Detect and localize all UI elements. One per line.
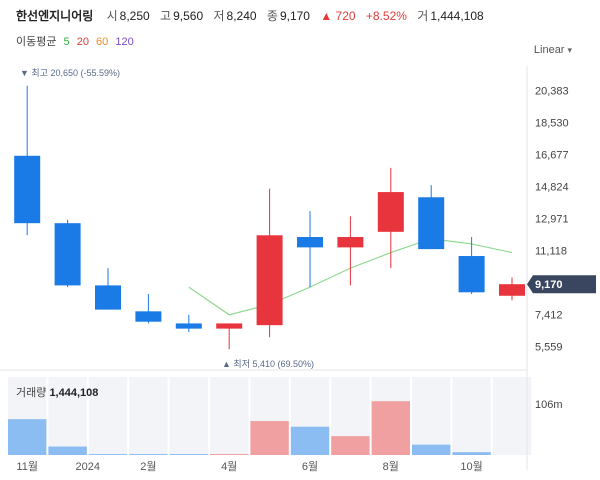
candle-body — [337, 237, 364, 248]
candle-body — [175, 323, 202, 329]
volume-slot-bg — [88, 377, 128, 455]
x-tick-label: 10월 — [460, 460, 482, 473]
x-tick-label: 4월 — [221, 460, 237, 473]
volume-label: 거 — [417, 9, 429, 23]
x-tick-label: 6월 — [302, 460, 318, 473]
high-value: 9,560 — [173, 9, 204, 23]
low-value: 8,240 — [226, 9, 257, 23]
volume-axis-label: 106m — [535, 399, 563, 411]
volume-bar — [371, 401, 410, 455]
volume-slot-bg — [210, 377, 249, 455]
y-tick-label: 16,677 — [535, 149, 569, 161]
candle-body — [297, 237, 323, 248]
candle — [418, 185, 445, 250]
volume-bar — [452, 452, 491, 455]
high-label: 고 — [160, 9, 172, 23]
candle — [256, 188, 283, 338]
y-tick-label: 20,383 — [535, 85, 569, 97]
y-tick-label: 14,824 — [535, 181, 569, 193]
candle — [337, 216, 364, 286]
y-tick-label: 12,971 — [535, 214, 569, 226]
candle-body — [499, 284, 525, 296]
volume-panel-value: 1,444,108 — [49, 387, 99, 399]
volume-slot-bg — [169, 377, 208, 455]
change-percent: +8.52% — [365, 9, 407, 23]
max-price-annotation: ▼ 최고 20,650 (-55.59%) — [20, 68, 120, 78]
candle — [14, 85, 41, 236]
x-tick-label: 8월 — [383, 460, 399, 473]
min-price-annotation: ▲ 최저 5,410 (69.50%) — [222, 359, 314, 369]
close-value: 9,170 — [279, 9, 310, 23]
candle-body — [14, 155, 41, 224]
volume-bar — [290, 426, 330, 455]
y-tick-label: 7,412 — [535, 310, 563, 322]
candle-body — [95, 285, 121, 310]
volume-bar — [250, 421, 289, 455]
close-label: 종 — [266, 9, 278, 23]
volume-panel-title: 거래량 1,444,108 — [16, 384, 98, 400]
volume-bar — [169, 454, 208, 455]
moving-average-legend[interactable]: 이동평균 5 20 60 120 — [16, 33, 138, 49]
candle — [458, 237, 485, 295]
candle-body — [54, 223, 81, 286]
x-tick-label: 2024 — [76, 461, 100, 473]
candle-body — [377, 192, 404, 232]
volume-bar — [88, 454, 128, 455]
volume-bar — [210, 454, 249, 455]
ma-period-5[interactable]: 5 — [63, 36, 70, 48]
y-tick-label: 5,559 — [535, 342, 563, 354]
x-tick-label: 2월 — [140, 460, 156, 473]
chart-header: 한선엔지니어링 시 8,250 고 9,560 저 8,240 종 9,170 ▲ 72… — [16, 7, 491, 24]
ma-period-20[interactable]: 20 — [76, 36, 89, 48]
change-value: ▲ 720 — [320, 9, 356, 23]
volume-slot-bg — [412, 377, 451, 455]
candle — [499, 277, 525, 301]
volume-slot-bg — [48, 377, 87, 455]
candle-body — [135, 311, 162, 322]
candle — [54, 219, 81, 288]
volume-bar — [8, 419, 47, 455]
y-tick-label: 18,530 — [535, 117, 569, 129]
ma-period-60[interactable]: 60 — [96, 36, 109, 48]
volume-slot-bg — [492, 377, 532, 455]
candle-body — [256, 235, 283, 326]
volume-slot-bg — [129, 377, 168, 455]
volume-bar — [129, 454, 168, 455]
volume-panel-label: 거래량 — [16, 387, 47, 399]
volume-slot-bg — [452, 377, 491, 455]
volume-value: 1,444,108 — [430, 9, 484, 23]
moving-average-label: 이동평균 — [16, 36, 57, 48]
candle — [216, 323, 243, 350]
stock-name: 한선엔지니어링 — [16, 9, 94, 23]
candle-body — [216, 323, 243, 329]
candle-body — [418, 197, 445, 250]
current-price-tag: 9,170 — [527, 275, 596, 294]
candle — [95, 268, 121, 310]
candle — [297, 211, 323, 288]
candle — [135, 294, 162, 324]
candle-body — [458, 256, 485, 293]
ma-period-120[interactable]: 120 — [115, 36, 134, 48]
open-value: 8,250 — [119, 9, 150, 23]
scale-dropdown[interactable]: Linear ▾ — [534, 44, 572, 56]
volume-bar — [331, 436, 370, 455]
x-tick-label: 11월 — [16, 460, 38, 473]
low-label: 저 — [213, 9, 225, 23]
scale-dropdown-label: Linear — [533, 44, 565, 56]
volume-bar — [48, 446, 87, 455]
current-price-label: 9,170 — [535, 279, 563, 291]
candle — [175, 314, 202, 333]
chevron-down-icon: ▾ — [567, 45, 572, 55]
open-label: 시 — [106, 9, 118, 23]
volume-bar — [412, 444, 451, 455]
candle — [377, 167, 404, 269]
y-tick-label: 11,118 — [535, 246, 567, 258]
